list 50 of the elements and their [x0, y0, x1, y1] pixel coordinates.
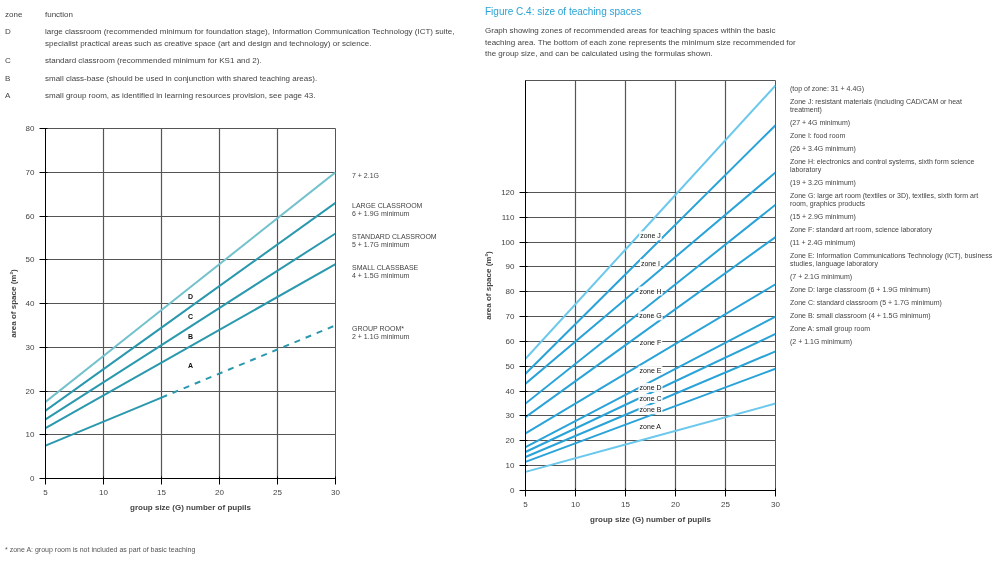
text: D	[5, 26, 12, 39]
x-axis-title: group size (G) number of pupils	[590, 514, 712, 524]
text: standard classroom (recommended minimum for KS1 and 2).	[45, 55, 263, 67]
y-tick-label: 70	[505, 312, 516, 322]
y-tick-label: 60	[25, 211, 36, 221]
chart-title: Figure C.4: size of teaching spaces	[485, 5, 643, 19]
text: function	[45, 9, 75, 21]
y-tick-label: 100	[501, 237, 516, 247]
x-tick-label: 30	[771, 499, 781, 509]
y-tick-label: 20	[25, 386, 36, 396]
x-tick-label: 5	[43, 487, 49, 497]
text: B	[5, 72, 12, 85]
x-tick-label: 20	[671, 499, 681, 509]
x-tick-label: 25	[721, 499, 731, 509]
y-tick-label: 110	[501, 212, 516, 222]
text: large classroom (recommended minimum for foundation stage), Information Communication Technology (ICT) suite, specialist practical areas such as creative space (art and design and technology) or science.	[45, 26, 456, 50]
x-axis-title: group size (G) number of pupils	[130, 502, 252, 512]
text: small class-base (should be used in conjunction with shared teaching areas).	[45, 72, 319, 85]
y-tick-label: 60	[505, 336, 516, 346]
text: small group room, as identified in learning resources provision, see page 43.	[45, 90, 317, 102]
y-tick-label: 0	[30, 474, 36, 483]
y-tick-label: 120	[501, 187, 516, 197]
y-tick-label: 20	[505, 436, 516, 446]
y-tick-label: 30	[25, 342, 36, 352]
x-tick-label: 20	[215, 487, 225, 497]
y-tick-label: 70	[25, 167, 36, 177]
y-axis-title: area of space (m²)	[8, 268, 18, 338]
chart-subtitle: Graph showing zones of recommended areas for teaching spaces within the basic teaching area. The bottom of each zone represents the minimum size recommended for the group size, and can be calculated using the formulas shown.	[485, 25, 797, 60]
x-tick-label: 10	[571, 499, 581, 509]
x-tick-label: 5	[523, 499, 529, 509]
x-tick-label: 15	[157, 487, 167, 497]
x-tick-label: 25	[273, 487, 283, 497]
y-tick-label: 80	[25, 124, 36, 133]
y-tick-label: 30	[505, 411, 516, 421]
y-tick-label: 50	[25, 255, 36, 265]
y-tick-label: 40	[505, 386, 516, 396]
y-tick-label: 50	[505, 361, 516, 371]
x-tick-label: 30	[331, 487, 341, 497]
x-tick-label: 10	[99, 487, 109, 497]
y-tick-label: 10	[25, 430, 36, 440]
y-tick-label: 90	[505, 262, 516, 272]
text: zone	[5, 9, 24, 21]
text: C	[5, 55, 12, 67]
y-axis-title: area of space (m²)	[484, 250, 494, 320]
y-tick-label: 10	[505, 461, 516, 471]
y-tick-label: 40	[25, 299, 36, 308]
text: A	[5, 90, 12, 102]
x-tick-label: 15	[621, 499, 631, 509]
y-tick-label: 80	[505, 287, 516, 297]
y-tick-label: 0	[510, 486, 516, 495]
